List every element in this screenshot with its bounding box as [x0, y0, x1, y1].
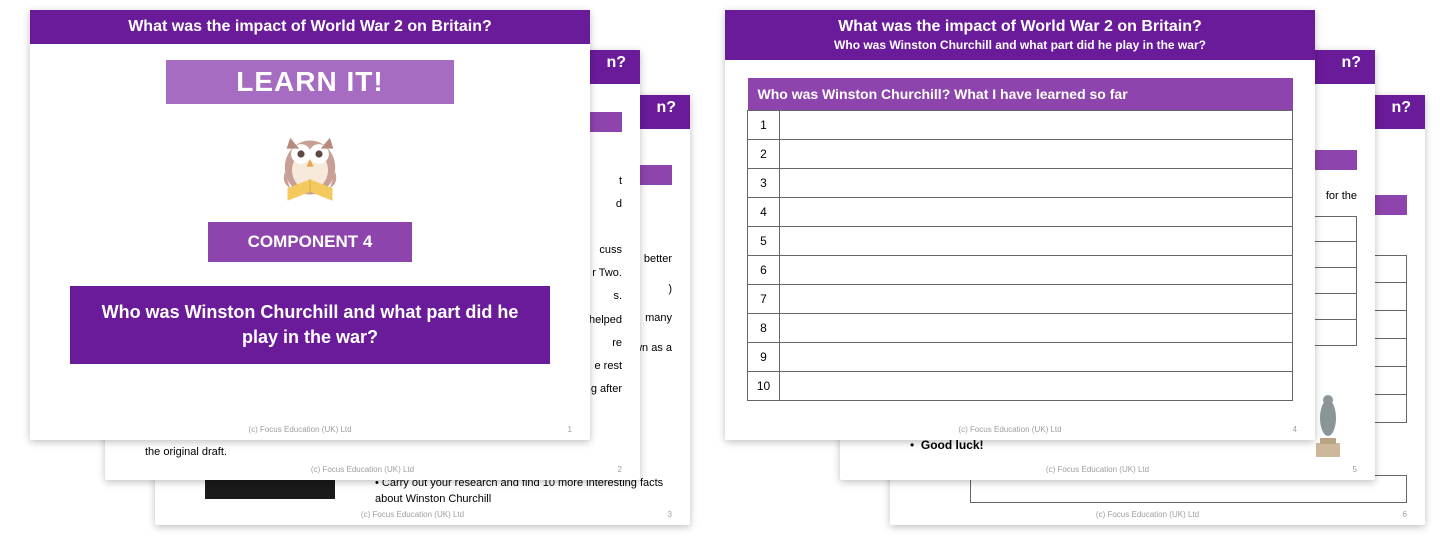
slide-4: What was the impact of World War 2 on Br…: [725, 10, 1315, 440]
header-peek: n?: [656, 96, 676, 120]
slide2-bottom-text: the original draft.: [145, 446, 227, 458]
slide-footer: (c) Focus Education (UK) Ltd6: [890, 510, 1425, 519]
slide-1: What was the impact of World War 2 on Br…: [30, 10, 590, 440]
header-peek: n?: [1391, 96, 1411, 120]
slide4-body: Who was Winston Churchill? What I have l…: [725, 60, 1315, 419]
sub-title: Who was Winston Churchill and what part …: [737, 38, 1303, 52]
slide-footer: (c) Focus Education (UK) Ltd1: [30, 425, 590, 434]
main-title: What was the impact of World War 2 on Br…: [737, 18, 1303, 36]
statue-icon: [1311, 388, 1345, 458]
table-row: 8: [748, 314, 1293, 343]
slide-footer: (c) Focus Education (UK) Ltd3: [155, 510, 690, 519]
table-header: Who was Winston Churchill? What I have l…: [748, 78, 1293, 111]
slide-header: What was the impact of World War 2 on Br…: [30, 10, 590, 44]
table-row: 7: [748, 285, 1293, 314]
table-row: 4: [748, 198, 1293, 227]
slide-footer: (c) Focus Education (UK) Ltd5: [840, 465, 1375, 474]
table-row: 3: [748, 169, 1293, 198]
table-row: 2: [748, 140, 1293, 169]
main-title: What was the impact of World War 2 on Br…: [42, 18, 578, 36]
table-row: 1: [748, 111, 1293, 140]
component-banner: COMPONENT 4: [208, 222, 413, 262]
slide-header: What was the impact of World War 2 on Br…: [725, 10, 1315, 60]
learn-it-banner: LEARN IT!: [166, 60, 453, 104]
slide5-line2: • Good luck!: [910, 438, 984, 452]
table-row: 6: [748, 256, 1293, 285]
table-row: 9: [748, 343, 1293, 372]
table-body: 1 2 3 4 5 6 7 8 9 10: [748, 111, 1293, 401]
component-question: Who was Winston Churchill and what part …: [70, 286, 550, 364]
table-row: 10: [748, 372, 1293, 401]
slide3-research-bullet: Carry out your research and find 10 more…: [375, 476, 672, 507]
learned-table: Who was Winston Churchill? What I have l…: [747, 78, 1293, 401]
header-peek: n?: [1341, 51, 1361, 75]
table-row: 5: [748, 227, 1293, 256]
slide-footer: (c) Focus Education (UK) Ltd4: [725, 425, 1315, 434]
slide-footer: (c) Focus Education (UK) Ltd2: [105, 465, 640, 474]
header-peek: n?: [606, 51, 626, 75]
slide1-body: LEARN IT! COMPONENT 4 Who was Winston Ch…: [30, 44, 590, 364]
owl-reading-icon: [265, 118, 355, 208]
